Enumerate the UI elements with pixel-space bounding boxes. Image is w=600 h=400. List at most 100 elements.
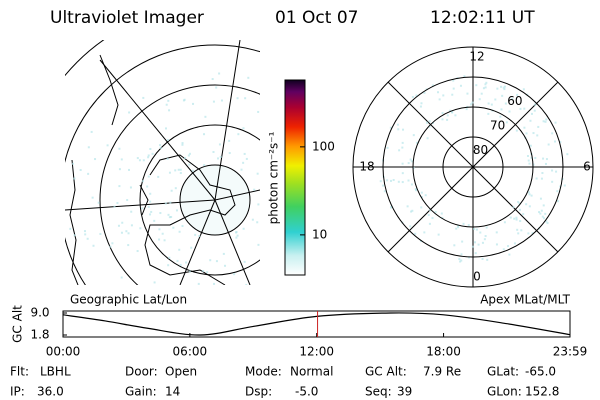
aurora-speck	[484, 83, 487, 86]
aurora-speck	[168, 256, 171, 259]
aurora-speck	[547, 143, 550, 146]
aurora-speck	[223, 307, 225, 309]
aurora-speck	[401, 172, 404, 175]
aurora-speck	[257, 110, 260, 113]
aurora-speck	[236, 97, 239, 100]
aurora-speck	[431, 122, 434, 125]
aurora-speck	[245, 157, 248, 160]
aurora-speck	[188, 270, 191, 273]
aurora-speck	[237, 133, 240, 136]
aurora-speck	[153, 281, 156, 284]
aurora-speck	[529, 119, 532, 122]
colorbar	[284, 79, 306, 276]
aurora-speck	[256, 172, 259, 175]
polar-frame	[352, 46, 594, 288]
mlat-ring	[442, 136, 504, 198]
field-label: IP:	[10, 385, 25, 399]
aurora-speck	[271, 103, 273, 105]
aurora-speck	[482, 87, 485, 90]
aurora-speck	[543, 217, 546, 220]
aurora-speck	[509, 216, 512, 219]
aurora-speck	[516, 228, 519, 231]
aurora-speck	[146, 185, 149, 188]
aurora-speck	[441, 112, 444, 115]
time: 12:02:11 UT	[430, 8, 535, 28]
aurora-speck	[228, 139, 231, 142]
aurora-speck	[316, 286, 318, 288]
aurora-speck	[471, 101, 474, 104]
aurora-speck	[257, 243, 260, 246]
aurora-speck	[218, 72, 221, 75]
aurora-speck	[551, 180, 554, 183]
aurora-speck	[518, 202, 521, 205]
aurora-speck	[537, 125, 540, 128]
aurora-speck	[86, 237, 89, 240]
field-label: Gain:	[125, 385, 157, 399]
aurora-speck	[269, 229, 271, 231]
aurora-speck	[503, 85, 506, 88]
aurora-speck	[542, 120, 545, 123]
title: Ultraviolet Imager	[50, 8, 204, 28]
aurora-speck	[211, 78, 214, 81]
aurora-speck	[185, 261, 188, 264]
aurora-speck	[242, 227, 245, 230]
aurora-speck	[533, 109, 536, 112]
aurora-speck	[87, 146, 90, 149]
aurora-speck	[527, 159, 530, 162]
x-tick-label: 18:00	[426, 345, 461, 359]
aurora-speck	[136, 250, 139, 253]
field-value: 7.9 Re	[423, 365, 461, 379]
aurora-speck	[495, 231, 498, 234]
aurora-speck	[519, 107, 522, 110]
aurora-speck	[386, 146, 389, 149]
aurora-speck	[206, 271, 209, 274]
aurora-speck	[197, 282, 200, 285]
aurora-speck	[557, 200, 560, 203]
aurora-speck	[130, 210, 133, 213]
aurora-speck	[499, 115, 502, 118]
aurora-speck	[220, 99, 223, 102]
aurora-speck	[228, 152, 231, 155]
aurora-speck	[480, 92, 483, 95]
aurora-speck	[315, 184, 317, 186]
aurora-speck	[324, 115, 326, 117]
date: 01 Oct 07	[275, 8, 358, 28]
aurora-speck	[379, 180, 382, 183]
aurora-speck	[69, 227, 72, 230]
aurora-speck	[529, 144, 532, 147]
aurora-speck	[203, 164, 206, 167]
colorbar-tick-label: 100	[312, 139, 335, 153]
aurora-speck	[485, 81, 488, 84]
aurora-speck	[220, 288, 222, 290]
aurora-speck	[420, 191, 423, 194]
mlt-label: 0	[473, 270, 481, 284]
aurora-speck	[118, 185, 121, 188]
field-value: 39	[397, 385, 412, 399]
aurora-speck	[419, 105, 422, 108]
aurora-speck	[130, 224, 133, 227]
aurora-speck	[169, 201, 172, 204]
aurora-speck	[526, 154, 529, 157]
aurora-speck	[426, 121, 429, 124]
aurora-speck	[170, 189, 173, 192]
aurora-speck	[142, 159, 145, 162]
aurora-speck	[257, 203, 260, 206]
aurora-speck	[554, 121, 557, 124]
aurora-speck	[522, 213, 525, 216]
aurora-speck	[446, 114, 449, 117]
aurora-speck	[410, 210, 413, 213]
aurora-speck	[486, 258, 489, 261]
aurora-speck	[164, 202, 167, 205]
aurora-speck	[528, 162, 531, 165]
aurora-speck	[335, 146, 337, 148]
aurora-speck	[410, 160, 413, 163]
aurora-speck	[179, 172, 182, 175]
aurora-speck	[166, 157, 169, 160]
aurora-speck	[438, 98, 441, 101]
aurora-speck	[147, 175, 150, 178]
aurora-speck	[420, 196, 423, 199]
y-tick-label: 9.0	[30, 306, 49, 320]
aurora-speck	[161, 232, 164, 235]
aurora-speck	[94, 158, 97, 161]
aurora-speck	[446, 118, 449, 121]
